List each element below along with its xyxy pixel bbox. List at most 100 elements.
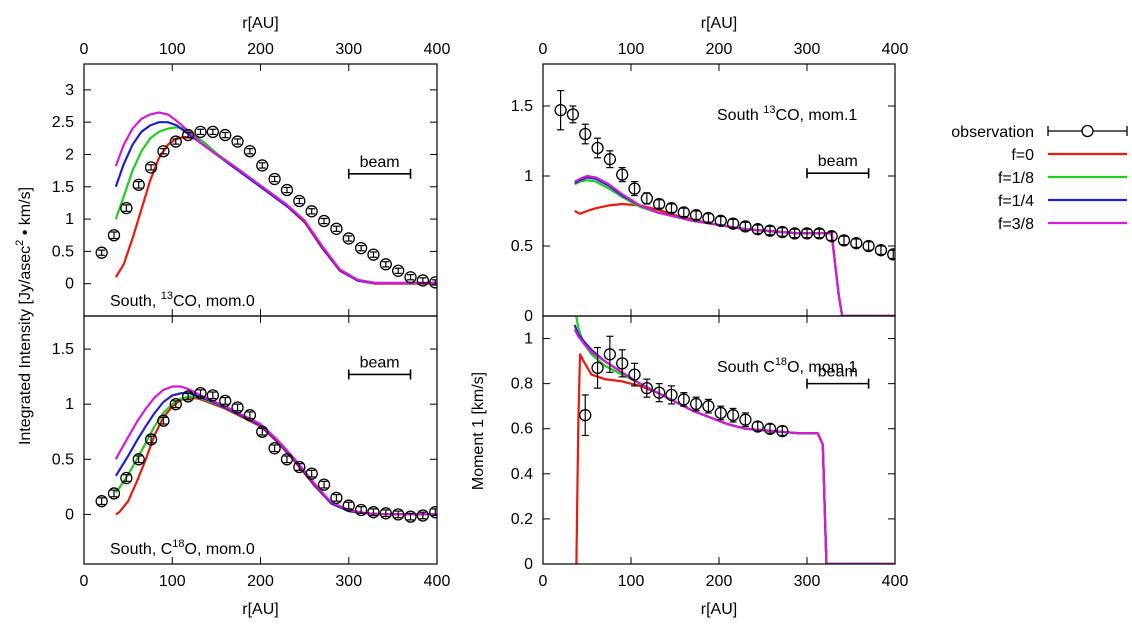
- y-axis-label-text: • km/s]: [17, 187, 34, 240]
- observation-marker: [591, 361, 604, 375]
- panel-label-text: O, mom.1: [787, 359, 857, 376]
- y-tick-label: 0.2: [511, 511, 533, 528]
- legend-entry: f=1/4: [998, 193, 1127, 210]
- x-tick-label: 300: [335, 41, 362, 58]
- x-axis-label: r[AU]: [242, 15, 278, 32]
- beam-label: beam: [360, 354, 400, 371]
- panel-label-text: South, C: [110, 541, 172, 558]
- observation-point: [677, 206, 690, 219]
- observation-point: [181, 390, 195, 403]
- observation-point: [579, 123, 592, 145]
- observation-point: [763, 224, 777, 237]
- x-axis-label: r[AU]: [242, 601, 278, 618]
- observation-marker: [268, 442, 281, 455]
- model-curves: [114, 385, 437, 516]
- observation-marker: [813, 227, 826, 240]
- observation-marker: [120, 201, 133, 215]
- observation-marker: [317, 214, 331, 228]
- panel-label-text: O, mom.0: [185, 541, 255, 558]
- y-tick-label: 3: [65, 82, 74, 99]
- model-curves: [574, 174, 895, 316]
- observation-point: [776, 424, 789, 438]
- legend-entry: f=0: [1011, 147, 1127, 164]
- observation-point: [157, 414, 170, 427]
- observation-point: [665, 202, 678, 215]
- observation-marker: [739, 413, 752, 426]
- legend-label: observation: [951, 124, 1034, 141]
- observation-point: [837, 234, 851, 247]
- observation-point: [317, 478, 331, 491]
- observation-marker: [169, 398, 182, 411]
- observation-marker: [665, 202, 678, 215]
- observation-point: [342, 232, 355, 245]
- observation-point: [354, 503, 368, 517]
- observation-points: [554, 89, 895, 261]
- observation-marker: [181, 128, 195, 142]
- observation-point: [404, 271, 417, 284]
- observation-marker: [157, 414, 170, 427]
- observation-point: [206, 389, 219, 402]
- model-curves: [114, 111, 437, 285]
- observation-marker: [874, 244, 888, 257]
- observation-marker: [120, 471, 133, 485]
- observation-marker: [677, 393, 690, 406]
- x-tick-label: 100: [159, 573, 186, 590]
- observation-point: [653, 383, 666, 403]
- observation-point: [194, 125, 207, 138]
- observation-marker: [862, 239, 875, 253]
- observation-point: [107, 229, 121, 242]
- observation-points: [95, 125, 437, 289]
- observation-marker: [379, 507, 392, 520]
- y-tick-label: 1: [524, 331, 533, 348]
- y-axis-label-text: Integrated Intensity [Jy/asec: [17, 246, 34, 445]
- observation-point: [107, 487, 121, 500]
- observation-point: [120, 471, 133, 485]
- observation-point: [714, 214, 727, 227]
- observation-marker: [579, 127, 592, 141]
- series-line-f-1-8: [114, 395, 437, 516]
- observation-marker: [566, 108, 580, 121]
- beam-label: beam: [818, 364, 858, 381]
- observation-marker: [206, 125, 219, 138]
- observation-marker: [219, 128, 232, 142]
- observation-marker: [416, 509, 430, 522]
- legend-entry: f=1/8: [998, 170, 1127, 187]
- observation-marker: [850, 237, 863, 250]
- observation-point: [342, 499, 355, 512]
- observation-marker: [95, 246, 108, 259]
- observation-point: [144, 161, 158, 174]
- observation-marker: [181, 390, 195, 403]
- observation-marker: [132, 453, 145, 466]
- observation-point: [751, 223, 764, 236]
- x-tick-label: 400: [424, 573, 451, 590]
- observation-marker: [280, 453, 294, 466]
- observation-point: [354, 242, 368, 255]
- series-line-f-3-8: [114, 385, 437, 516]
- series-line-f-3-8: [114, 111, 437, 285]
- panel-left-bottom: 0 100 200 300 400 0 0.5 1 1.5 r[AU] beam South, C18…: [52, 315, 451, 618]
- legend-label: f=1/8: [998, 170, 1034, 187]
- observation-point: [280, 183, 294, 197]
- observation-point: [591, 137, 604, 159]
- observation-point: [95, 495, 108, 508]
- observation-point: [887, 248, 895, 261]
- observation-point: [206, 125, 219, 138]
- y-tick-label: 0.8: [511, 376, 533, 393]
- x-tick-label: 400: [424, 41, 451, 58]
- panel-label-text: CO, mom.0: [173, 293, 255, 310]
- observation-marker: [95, 495, 108, 508]
- observation-point: [739, 412, 752, 428]
- legend-label: f=0: [1011, 147, 1034, 164]
- observation-marker: [330, 222, 343, 235]
- observation-marker: [800, 227, 814, 240]
- observation-point: [305, 467, 318, 480]
- observation-point: [702, 398, 715, 414]
- observation-marker: [243, 409, 257, 422]
- y-axis-label-left: Integrated Intensity [Jy/asec2 • km/s]: [14, 187, 34, 445]
- observation-point: [330, 222, 343, 235]
- observation-point: [243, 409, 257, 422]
- observation-marker: [616, 357, 629, 370]
- observation-point: [554, 89, 567, 131]
